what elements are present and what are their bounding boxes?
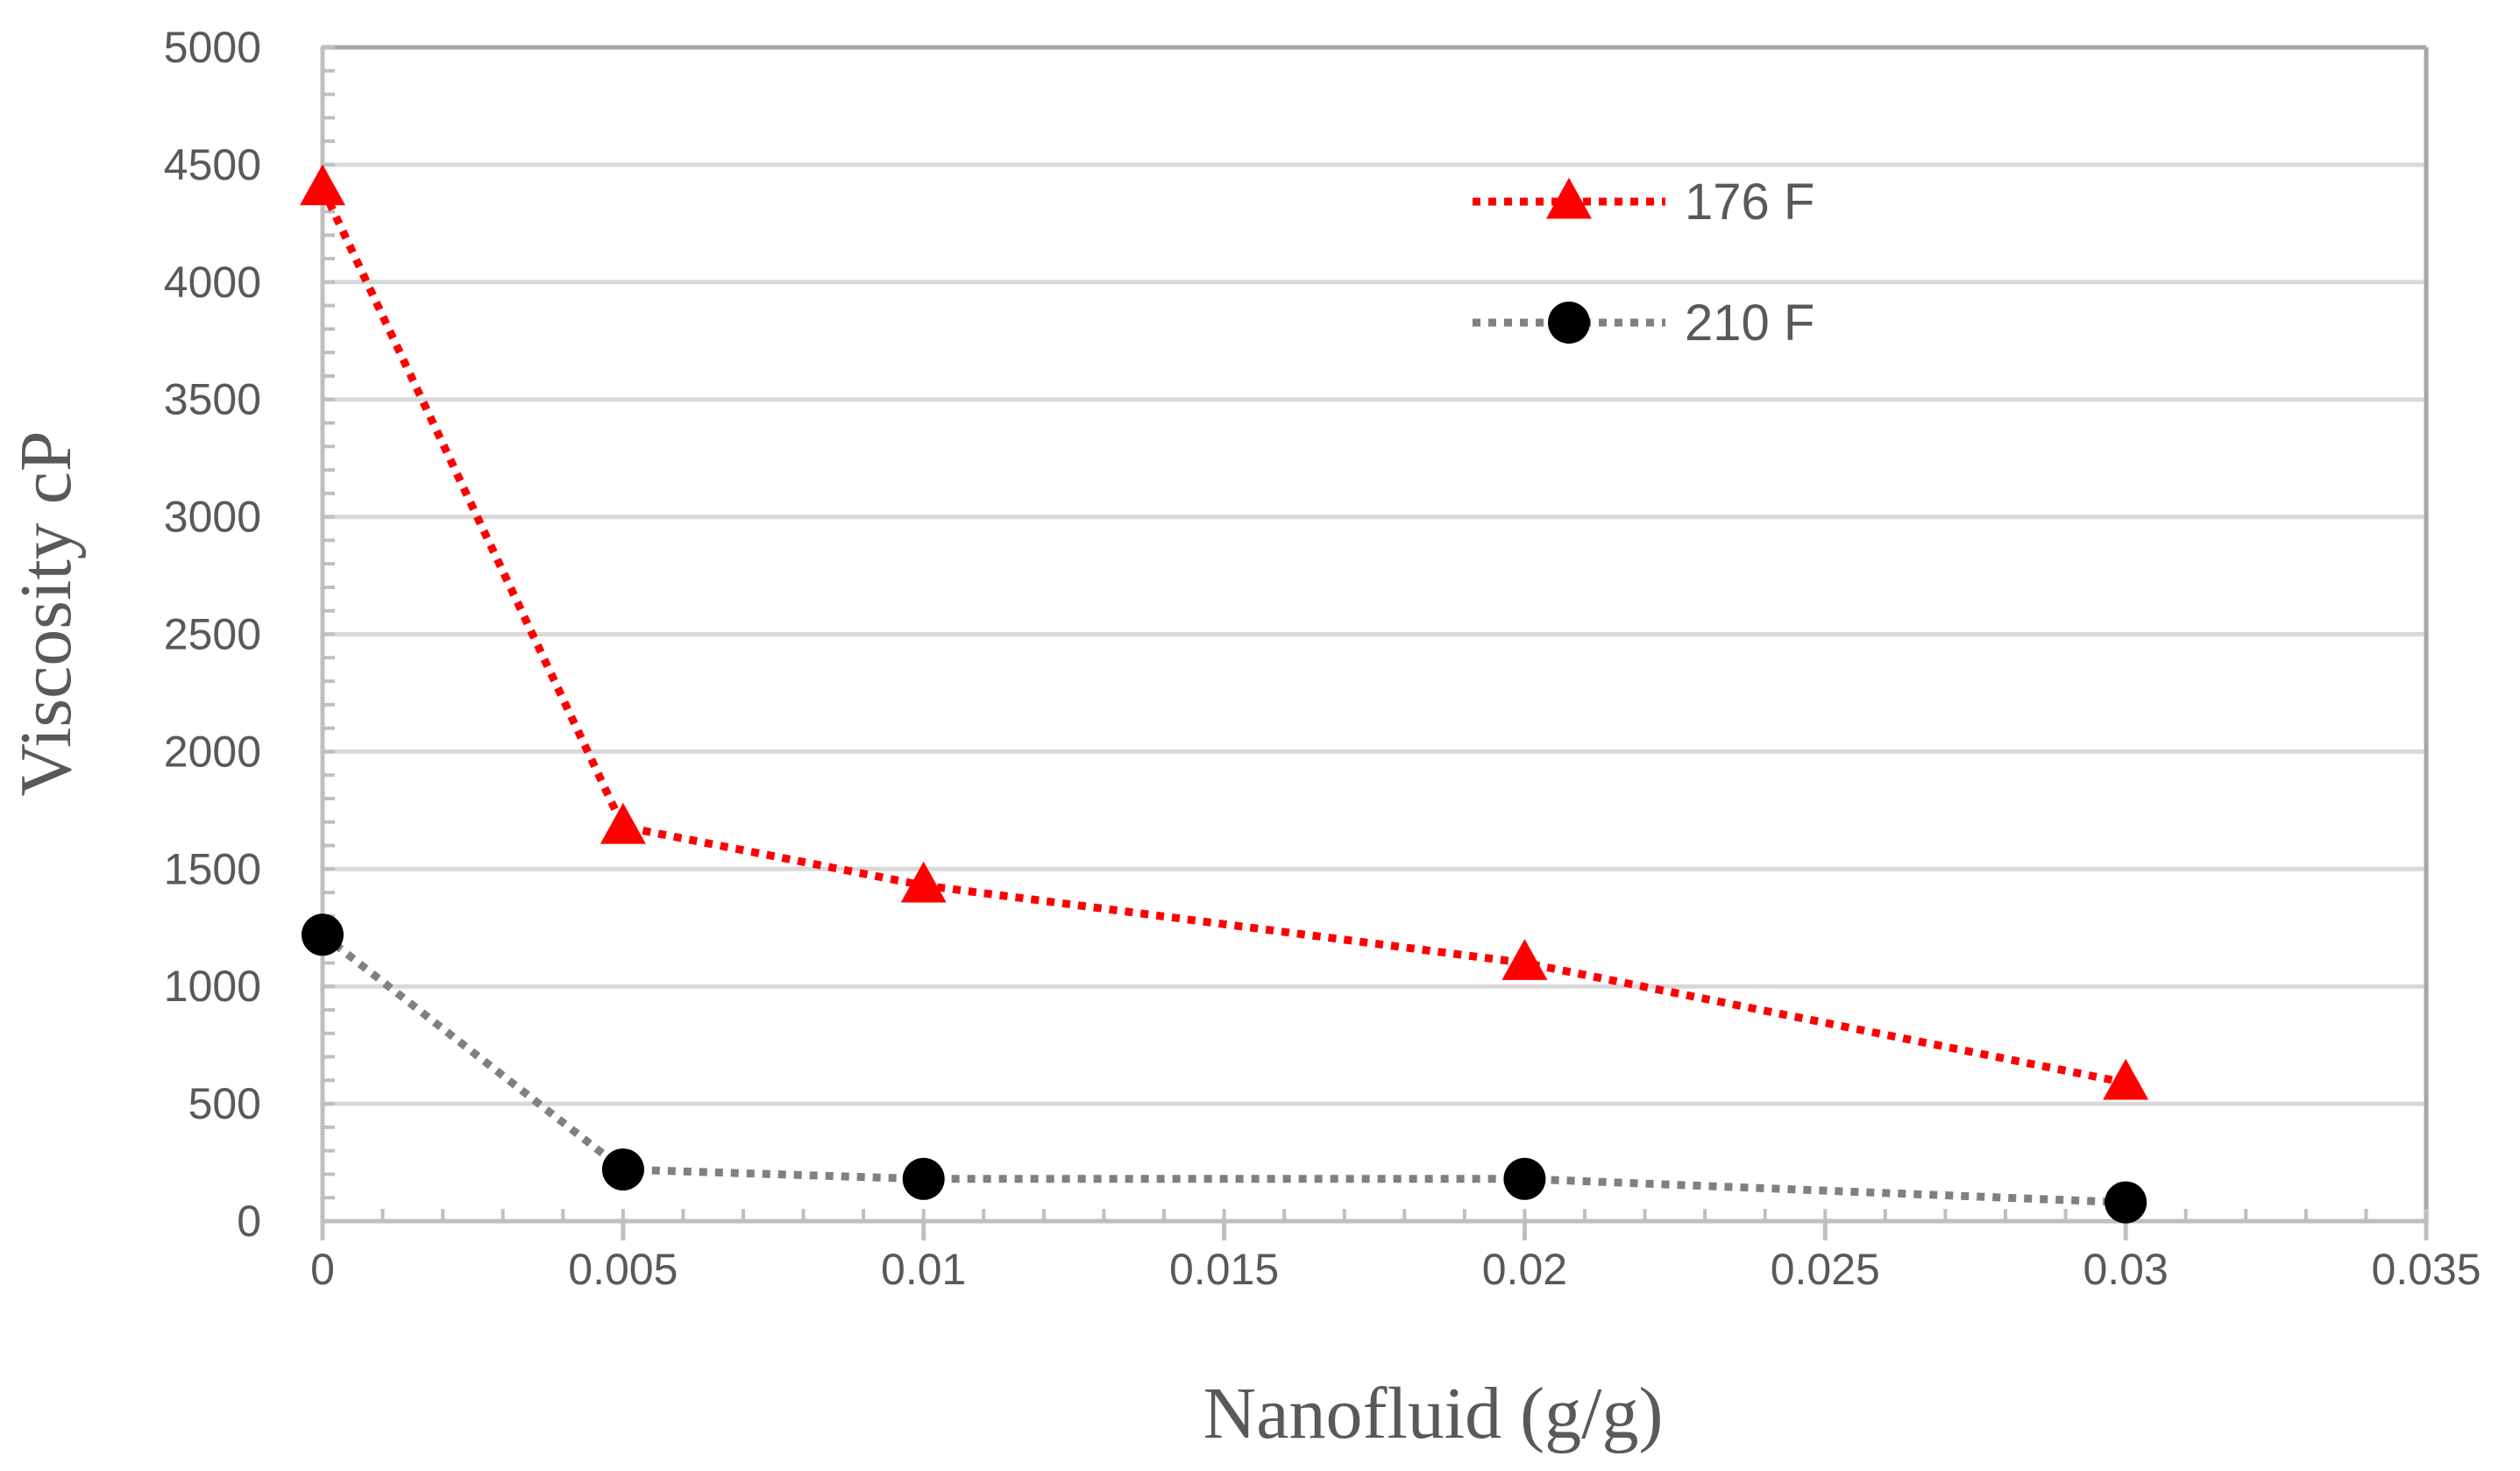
y-tick-label: 3500 [164,375,261,424]
y-axis-title: Viscosity cP [5,430,87,796]
y-tick-label: 2500 [164,610,261,659]
x-tick-label: 0.035 [2371,1245,2481,1294]
data-point [600,802,646,844]
x-tick-label: 0.03 [2083,1245,2168,1294]
circle-marker-icon [1548,302,1590,344]
y-tick-label: 4000 [164,258,261,307]
y-tick-label: 5000 [164,23,261,72]
legend-entry-210-f: 210 F [1473,295,1814,352]
legend-label: 210 F [1685,295,1814,352]
x-tick-label: 0.01 [881,1245,966,1294]
data-point [1503,1157,1546,1200]
series-line [320,931,2126,1207]
x-tick-label: 0.025 [1771,1245,1880,1294]
grid-lines [323,45,2426,1106]
x-tick-label: 0.005 [568,1245,678,1294]
data-point [302,913,344,956]
y-tick-label: 4500 [164,140,261,189]
y-tick-label: 1000 [164,962,261,1011]
series-group [300,164,2149,1224]
x-tick-label: 0.015 [1169,1245,1279,1294]
data-point [300,164,345,206]
y-tick-label: 500 [188,1079,261,1128]
y-tick-label: 1500 [164,844,261,893]
y-tick-label: 2000 [164,727,261,776]
legend-label: 176 F [1685,174,1814,231]
data-point [900,861,947,903]
series-210-f [302,913,2147,1224]
legend: 176 F 210 F [1473,174,1814,352]
data-point [2105,1181,2147,1224]
series-176-f [300,164,2149,1100]
data-point [601,1148,644,1191]
y-tick-label: 0 [237,1197,261,1246]
tick-labels: 0 500 1000 1500 2000 2500 3000 3500 4000 4500 5000… [164,23,2481,1294]
x-tick-label: 0.02 [1482,1245,1567,1294]
x-axis-title: Nanofluid (g/g) [1203,1373,1664,1454]
y-tick-label: 3000 [164,493,261,542]
legend-entry-176-f: 176 F [1473,174,1814,231]
x-tick-label: 0 [310,1245,335,1294]
data-point [1501,939,1548,980]
data-point [2103,1058,2149,1100]
triangle-marker-icon [1546,177,1592,219]
data-point [902,1157,945,1200]
axes [320,45,2429,1240]
